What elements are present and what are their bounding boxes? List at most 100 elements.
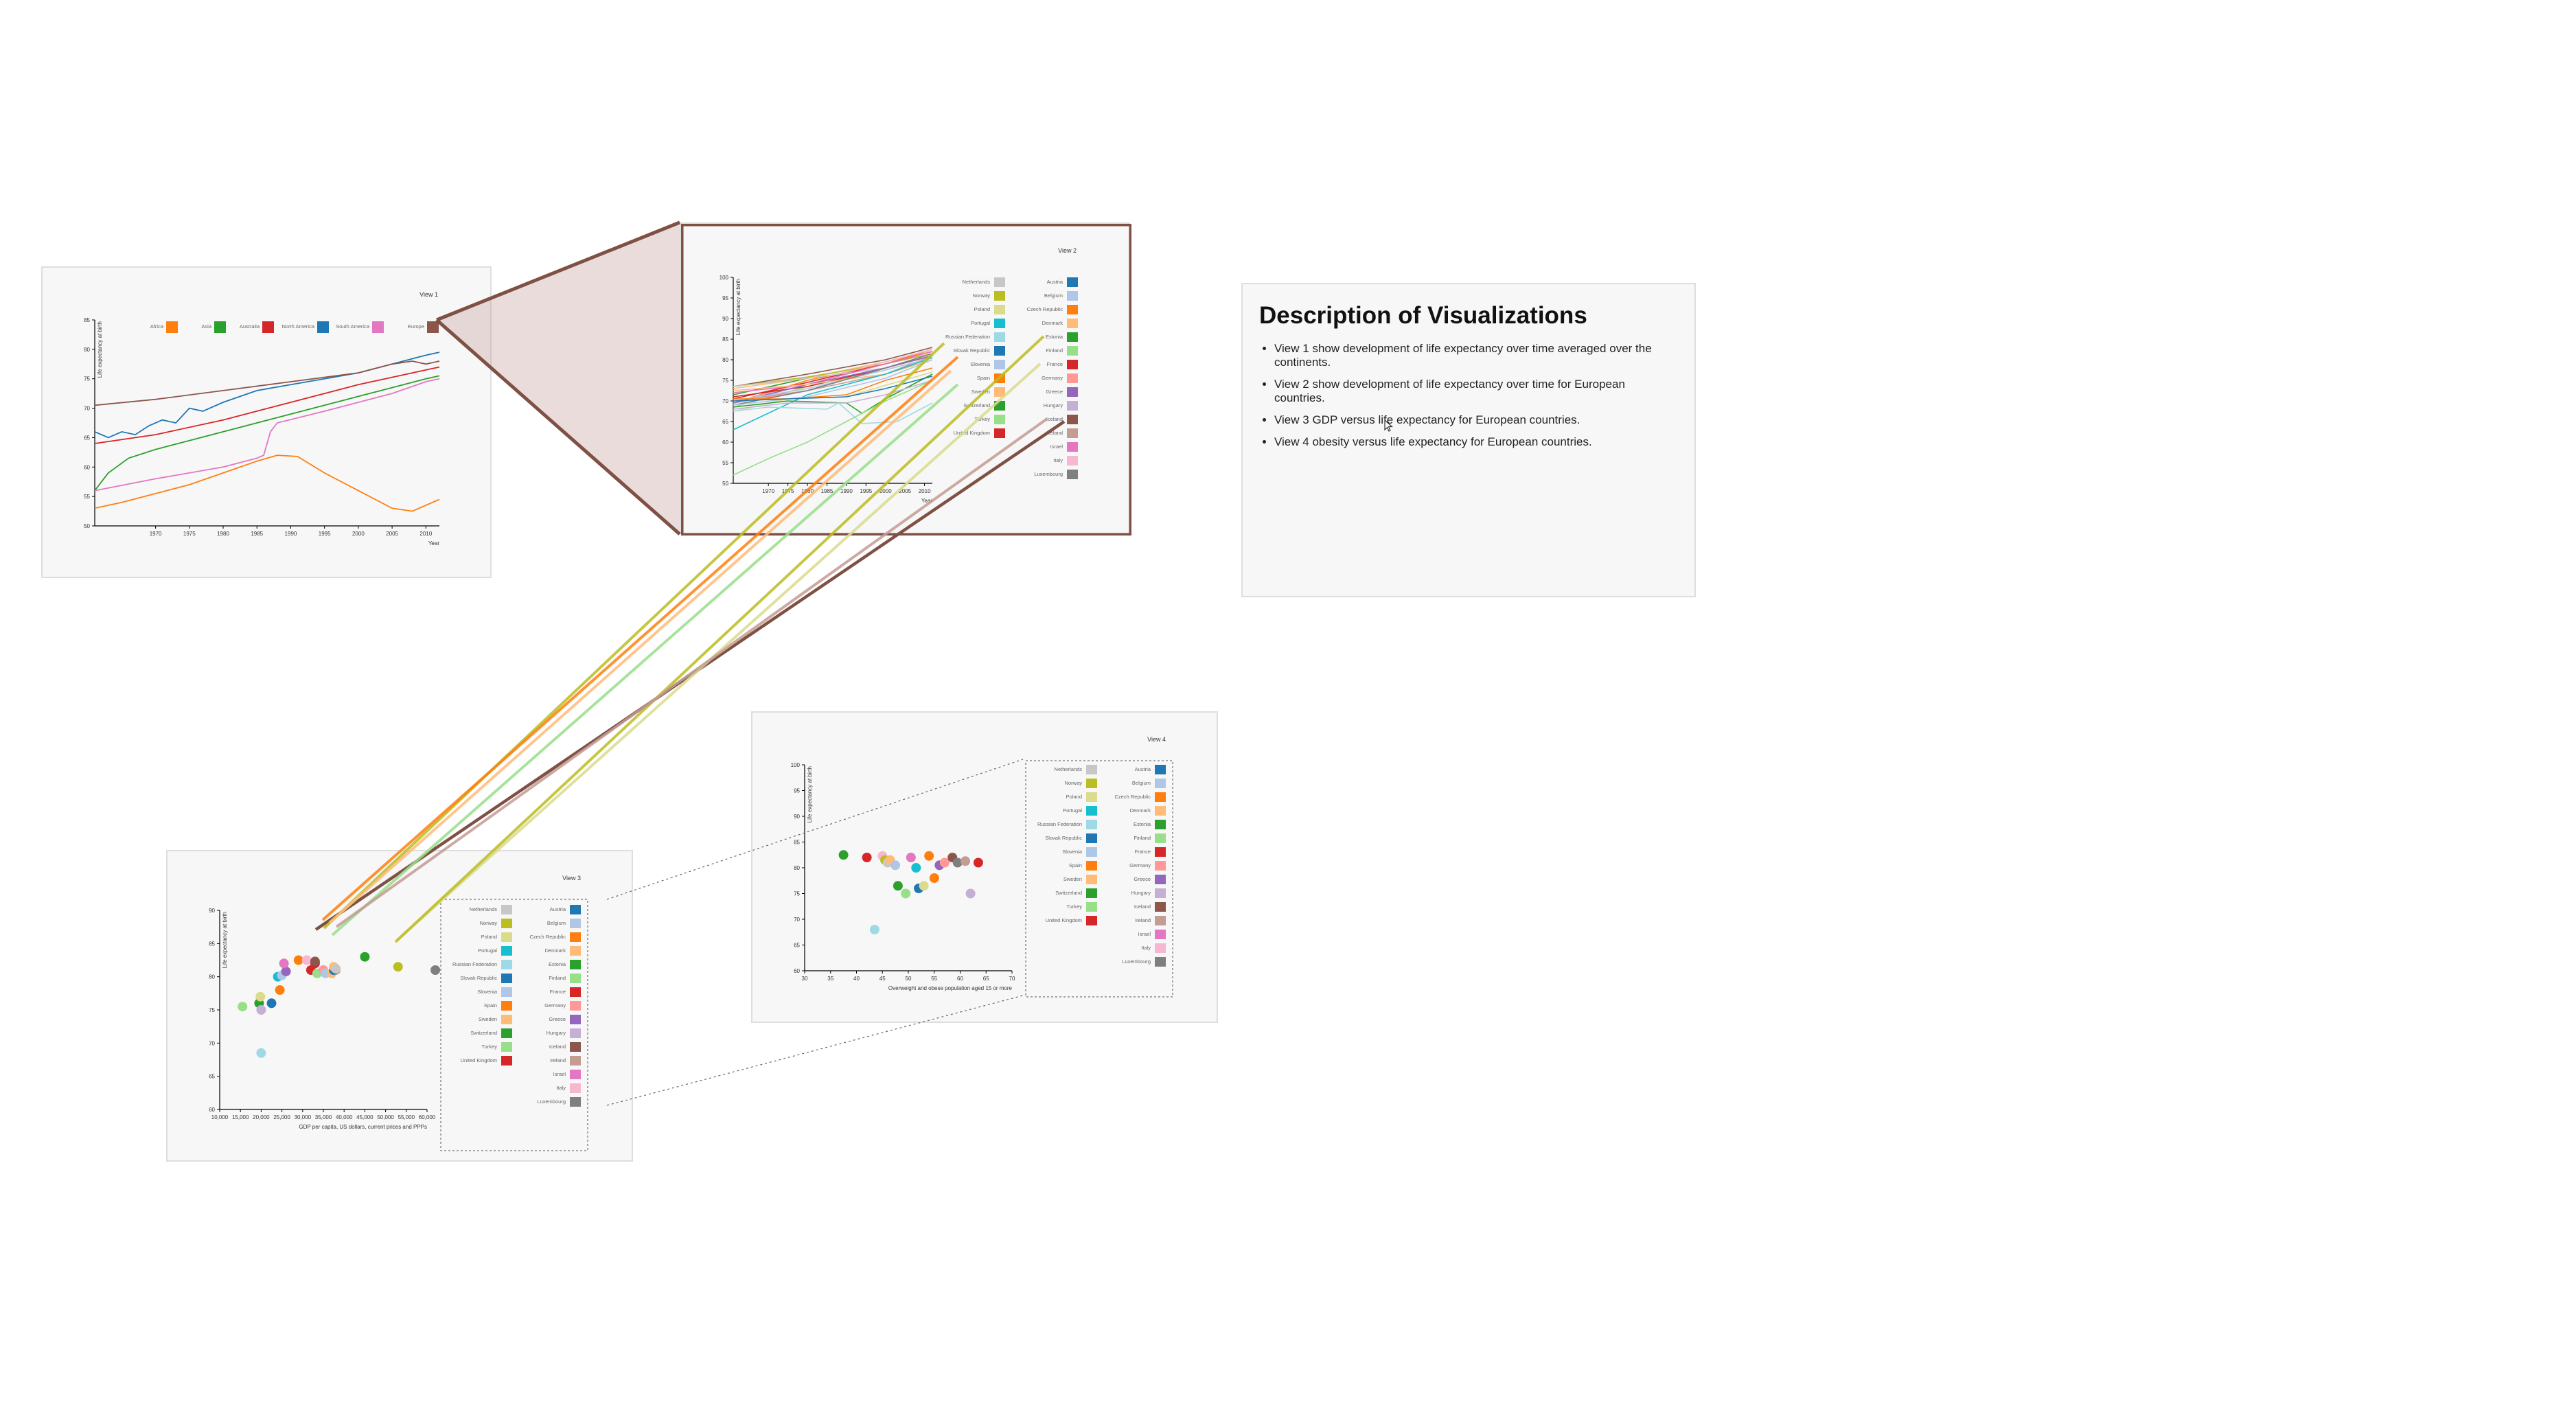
legend-label: United Kingdom xyxy=(1046,917,1082,923)
x-tick-label: 25,000 xyxy=(273,1114,290,1120)
x-tick-label: 1970 xyxy=(150,531,162,537)
scatter-point xyxy=(838,850,849,860)
legend-label: Denmark xyxy=(1130,807,1151,814)
y-axis-label: Life expectancy at birth xyxy=(807,766,813,822)
legend-label: Iceland xyxy=(549,1044,566,1050)
x-tick-label: 70 xyxy=(1009,976,1015,982)
legend-label: Germany xyxy=(1129,862,1151,868)
y-tick-label: 60 xyxy=(794,968,800,974)
legend-label: Slovak Republic xyxy=(1045,835,1082,841)
legend-swatch xyxy=(1067,470,1078,479)
legend-swatch xyxy=(1086,888,1097,898)
legend-label: Sweden xyxy=(971,389,990,395)
scatter-point xyxy=(911,863,921,873)
scatter-point xyxy=(279,958,289,969)
legend-swatch xyxy=(1155,820,1166,829)
legend-label: Spain xyxy=(484,1002,497,1009)
legend-swatch xyxy=(1067,415,1078,424)
legend-label: Hungary xyxy=(1044,402,1063,408)
y-tick-label: 75 xyxy=(722,378,728,384)
y-tick-label: 90 xyxy=(722,316,728,322)
x-tick-label: 1985 xyxy=(821,488,833,494)
legend-label: Poland xyxy=(1066,794,1082,800)
view3-panel: View 3 10,000 15,000 20,000 25,000 30,000 35,0… xyxy=(166,850,633,1162)
x-tick-label: 2000 xyxy=(879,488,892,494)
legend-swatch xyxy=(570,946,581,956)
legend-label: Slovenia xyxy=(477,989,498,995)
scatter-point xyxy=(393,962,403,972)
legend-label: North America xyxy=(281,323,314,330)
scatter-point xyxy=(331,964,341,974)
x-tick-label: 40,000 xyxy=(336,1114,353,1120)
legend-swatch xyxy=(1067,373,1078,383)
scatter-point xyxy=(293,955,303,965)
legend-swatch xyxy=(1086,902,1097,912)
scatter-point xyxy=(360,952,370,962)
legend-label: Estonia xyxy=(1134,821,1151,827)
y-tick-label: 55 xyxy=(84,494,90,500)
scatter-point xyxy=(929,873,939,883)
scatter-point xyxy=(301,955,312,965)
legend-swatch xyxy=(1155,806,1166,816)
legend-swatch xyxy=(994,291,1005,301)
legend-swatch xyxy=(1067,360,1078,369)
x-axis-label: Year xyxy=(921,498,933,504)
legend-swatch xyxy=(501,919,512,928)
view4-panel: View 4 30 35 40 45 50 55 60 65 70 60 65 70 75 80 85 90 95… xyxy=(751,711,1218,1023)
legend-label: Asia xyxy=(201,323,211,330)
y-tick-label: 90 xyxy=(209,908,215,914)
chart-title: View 3 xyxy=(562,875,581,882)
scatter-point xyxy=(919,881,929,891)
legend-swatch xyxy=(1086,765,1097,774)
legend-swatch xyxy=(1155,888,1166,898)
legend-label: Netherlands xyxy=(963,279,991,285)
legend-label: Norway xyxy=(1065,780,1083,786)
legend-swatch xyxy=(1067,332,1078,342)
legend-label: Luxembourg xyxy=(1034,471,1063,477)
legend-swatch xyxy=(501,1001,512,1011)
legend-swatch xyxy=(1086,806,1097,816)
series-line xyxy=(94,454,440,512)
legend-swatch xyxy=(1067,387,1078,397)
legend-label: Slovenia xyxy=(970,361,991,367)
y-tick-label: 75 xyxy=(209,1007,215,1013)
y-tick-label: 80 xyxy=(794,865,800,871)
y-axis-label: Life expectancy at birth xyxy=(735,279,741,335)
legend-swatch xyxy=(1155,792,1166,802)
legend-swatch xyxy=(501,1015,512,1024)
x-tick-label: 30,000 xyxy=(295,1114,312,1120)
legend-swatch xyxy=(1067,291,1078,301)
legend-swatch xyxy=(1086,820,1097,829)
legend-label: Turkey xyxy=(974,416,990,422)
scatter-point xyxy=(266,998,277,1009)
scatter-point xyxy=(255,991,266,1002)
legend-label: Italy xyxy=(1053,457,1063,463)
legend-swatch xyxy=(1086,779,1097,788)
x-tick-label: 1990 xyxy=(285,531,297,537)
legend-label: Czech Republic xyxy=(1114,794,1151,800)
y-tick-label: 65 xyxy=(209,1074,215,1080)
legend-swatch xyxy=(570,1083,581,1093)
legend-swatch xyxy=(501,960,512,969)
x-tick-label: 55 xyxy=(931,976,937,982)
scatter-point xyxy=(256,1048,266,1058)
x-tick-label: 1995 xyxy=(860,488,872,494)
legend-label: France xyxy=(1047,361,1063,367)
legend-swatch xyxy=(501,932,512,942)
series-line xyxy=(94,366,440,444)
y-tick-label: 70 xyxy=(794,917,800,923)
legend-label: Slovenia xyxy=(1062,849,1083,855)
legend-swatch xyxy=(570,1015,581,1024)
legend-swatch xyxy=(501,987,512,997)
legend-label: Australia xyxy=(240,323,260,330)
legend-swatch xyxy=(1155,930,1166,939)
y-tick-label: 50 xyxy=(722,481,728,487)
scatter-point xyxy=(862,853,872,862)
legend-swatch xyxy=(994,360,1005,369)
legend-swatch xyxy=(1086,847,1097,857)
legend-label: Hungary xyxy=(1131,890,1151,896)
legend-label: Germany xyxy=(544,1002,566,1009)
legend-swatch xyxy=(1067,277,1078,287)
legend-label: Switzerland xyxy=(1055,890,1082,896)
legend-label: Luxembourg xyxy=(1122,958,1151,965)
